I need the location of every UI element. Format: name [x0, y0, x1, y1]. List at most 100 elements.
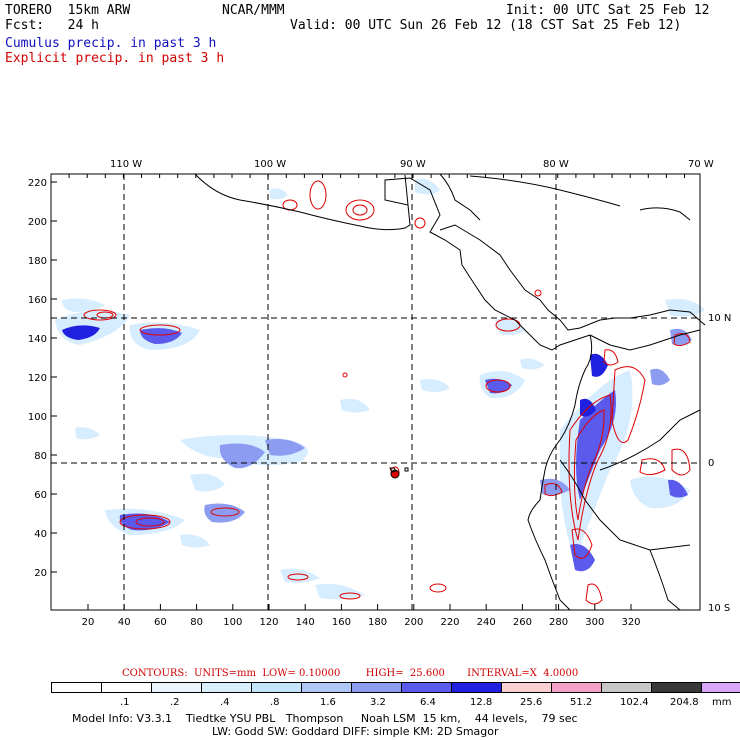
x-tick-label: 120 [259, 617, 278, 628]
cumulus-area [576, 390, 616, 500]
explicit-contour [135, 517, 165, 527]
legend-swatch [551, 682, 602, 693]
x-tick-label: 240 [477, 617, 496, 628]
island-galapagos [389, 467, 397, 473]
explicit-contour [83, 309, 117, 321]
x-tick-label: 320 [621, 617, 640, 628]
model-name: TORERO 15km ARW [5, 3, 131, 18]
explicit-contour [671, 448, 691, 476]
cumulus-area [180, 534, 210, 548]
cumulus-area [540, 478, 570, 496]
cumulus-area [415, 179, 440, 195]
x-tick-label: 300 [585, 617, 604, 628]
legend-swatch [401, 682, 452, 693]
coastline-south-america-west [527, 334, 593, 611]
cumulus-area [495, 318, 525, 336]
explicit-contour [210, 507, 240, 517]
border-brazil [649, 549, 681, 611]
legend-swatch [51, 682, 102, 693]
x-tick-label: 180 [368, 617, 387, 628]
explicit-contour [534, 289, 542, 297]
y-tick-label: 60 [34, 490, 47, 501]
y-tick-label: 20 [34, 568, 47, 579]
cumulus-area [520, 358, 545, 370]
x-tick-label: 160 [332, 617, 351, 628]
cumulus-area [119, 513, 170, 531]
coastline-caribbean [439, 224, 706, 331]
border-colombia-peru [599, 409, 701, 471]
legend-swatch [201, 682, 252, 693]
explicit-contour [414, 217, 426, 229]
field-cumulus-label: Cumulus precip. in past 3 h [5, 36, 217, 51]
lat-label-10s: 10 S [708, 603, 731, 614]
y-tick-label: 80 [34, 451, 47, 462]
x-tick-label: 260 [513, 617, 532, 628]
explicit-contour [309, 180, 327, 210]
cumulus-area [668, 479, 688, 498]
cumulus-area [650, 368, 670, 386]
x-tick-label: 200 [404, 617, 423, 628]
cumulus-area [75, 427, 100, 440]
cumulus-area [219, 443, 265, 469]
y-tick-label: 180 [28, 256, 47, 267]
legend-swatch [601, 682, 652, 693]
legend-label: 12.8 [470, 697, 493, 708]
y-tick-label: 160 [28, 295, 47, 306]
legend-swatch [151, 682, 202, 693]
explicit-contour [339, 592, 361, 600]
lat-label-10n: 10 N [708, 313, 732, 324]
center-name: NCAR/MMM [222, 3, 285, 18]
cumulus-area [485, 378, 512, 394]
x-tick-label: 280 [549, 617, 568, 628]
legend-label: 25.6 [520, 697, 543, 708]
cumulus-precip-areas [55, 179, 705, 600]
explicit-contour [429, 583, 447, 593]
border-ecuador [559, 459, 691, 551]
legend-swatch [101, 682, 152, 693]
explicit-contour [352, 204, 368, 216]
explicit-contour [568, 394, 612, 541]
init-time: Init: 00 UTC Sat 25 Feb 12 [506, 3, 710, 18]
legend-swatch [501, 682, 552, 693]
cumulus-area [204, 503, 245, 523]
cumulus-area [340, 398, 370, 413]
explicit-contour [544, 483, 563, 497]
legend-label: 102.4 [620, 697, 649, 708]
cumulus-area [190, 473, 225, 492]
model-info: Model Info: V3.3.1 Tiedtke YSU PBL Thomp… [72, 712, 578, 725]
legend-label: 204.8 [670, 697, 699, 708]
cumulus-area [62, 298, 105, 312]
x-tick-label: 220 [440, 617, 459, 628]
map-frame [50, 173, 701, 611]
lon-label-70w: 70 W [688, 159, 714, 170]
legend-label: .1 [120, 697, 130, 708]
coastline-cuba [469, 175, 621, 207]
y-tick-label: 40 [34, 529, 47, 540]
y-tick-label: 140 [28, 334, 47, 345]
legend-label: 51.2 [570, 697, 593, 708]
legend-swatch [251, 682, 302, 693]
y-tick-label: 120 [28, 373, 47, 384]
legend-label: .8 [270, 697, 280, 708]
x-tick-label: 80 [190, 617, 203, 628]
cumulus-area [140, 328, 182, 344]
explicit-contour [342, 372, 348, 378]
contour-info: CONTOURS: UNITS=mm LOW= 0.10000 HIGH= 25… [122, 668, 579, 679]
x-tick-label: 20 [82, 617, 95, 628]
explicit-contour [485, 379, 511, 393]
graticule [51, 174, 700, 610]
physics-info: LW: Godd SW: Goddard DIFF: simple KM: 2D… [212, 725, 499, 738]
explicit-contour [603, 349, 619, 366]
legend-swatch [301, 682, 352, 693]
explicit-contour [119, 514, 171, 530]
lon-label-100w: 100 W [254, 159, 287, 170]
explicit-contour [585, 583, 603, 605]
axis-ticks [50, 174, 685, 610]
lon-label-80w: 80 W [543, 159, 569, 170]
y-tick-label: 100 [28, 412, 47, 423]
legend-label: 3.2 [370, 697, 386, 708]
legend-unit: mm [712, 697, 732, 708]
coastline-mexico-gulf [439, 173, 481, 221]
cumulus-area [265, 439, 305, 456]
